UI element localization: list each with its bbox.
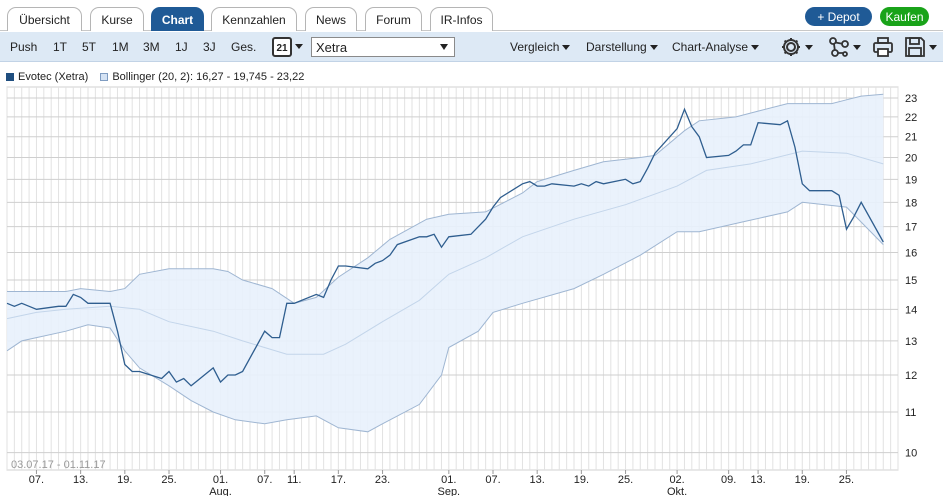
period-1j[interactable]: 1J: [175, 40, 188, 54]
x-axis: 07. 13. 19. 25. 01.Aug.07. 11. 17. 23. 01.Sep.07…: [29, 470, 854, 496]
x-tick-label: 19.: [574, 474, 589, 486]
legend-item-bollinger[interactable]: Bollinger (20, 2): 16,27 - 19,745 - 23,2…: [100, 71, 304, 83]
y-tick-label: 14: [905, 304, 917, 316]
chevron-down-icon: [929, 44, 937, 50]
drawing-tools-menu[interactable]: [828, 36, 861, 58]
calendar-icon[interactable]: 21: [272, 37, 292, 57]
x-tick-label: 07.: [485, 474, 500, 486]
darstellung-menu[interactable]: Darstellung: [586, 32, 658, 62]
y-tick-label: 12: [905, 370, 917, 382]
chart-toolbar: [0, 32, 943, 62]
y-tick-label: 20: [905, 152, 917, 164]
y-tick-label: 18: [905, 197, 917, 209]
chevron-down-icon: [805, 44, 813, 50]
x-tick-label: 25.: [839, 474, 854, 486]
x-tick-label: 17.: [331, 474, 346, 486]
tab-bar: Übersicht Kurse Chart Kennzahlen News Fo…: [0, 0, 943, 31]
buy-button[interactable]: Kaufen: [880, 7, 929, 26]
tab-uebersicht[interactable]: Übersicht: [7, 7, 82, 31]
darstellung-menu-label: Darstellung: [586, 40, 647, 54]
date-range-label: 03.07.17 - 01.11.17: [11, 459, 106, 471]
tab-ir-infos[interactable]: IR-Infos: [430, 7, 493, 31]
legend-item-price[interactable]: Evotec (Xetra): [6, 71, 88, 83]
x-month-label: Sep.: [437, 486, 460, 496]
x-month-label: Aug.: [209, 486, 232, 496]
x-tick-label: 19.: [117, 474, 132, 486]
bollinger-lower-line: [6, 201, 884, 433]
y-tick-label: 23: [905, 93, 917, 105]
gear-icon: [782, 38, 800, 56]
x-tick-label: 09.: [721, 474, 736, 486]
period-3m[interactable]: 3M: [143, 40, 160, 54]
print-button[interactable]: [872, 36, 894, 58]
x-tick-label: 02.: [669, 474, 684, 486]
price-line: [6, 107, 884, 387]
legend-label-price: Evotec (Xetra): [18, 71, 89, 83]
period-5t[interactable]: 5T: [82, 40, 97, 54]
period-1m[interactable]: 1M: [112, 40, 129, 54]
calendar-dropdown-icon[interactable]: [295, 44, 303, 49]
y-tick-label: 13: [905, 336, 917, 348]
exchange-select-value: Xetra: [316, 39, 348, 55]
floppy-disk-icon: [905, 37, 925, 57]
chevron-down-icon: [853, 44, 861, 50]
drawing-tools-icon: [829, 37, 849, 57]
y-tick-label: 15: [905, 275, 917, 287]
select-arrow-icon: [440, 44, 448, 50]
printer-icon: [873, 37, 893, 57]
chart-legend: Evotec (Xetra) Bollinger (20, 2): 16,27 …: [6, 70, 316, 84]
tab-chart[interactable]: Chart: [151, 7, 204, 31]
chevron-down-icon: [649, 44, 658, 50]
y-tick-label: 16: [905, 247, 917, 259]
price-chart[interactable]: 10 11 12 13 14 15 16 17 18 19 20 21 22 23 07. 13. 19. 25…: [0, 84, 943, 496]
tab-forum[interactable]: Forum: [365, 7, 422, 31]
y-axis: 10 11 12 13 14 15 16 17 18 19 20 21 22 23: [905, 93, 917, 460]
legend-swatch-bollinger: [100, 73, 109, 81]
x-tick-label: 01.: [213, 474, 228, 486]
x-tick-label: 19.: [795, 474, 810, 486]
x-month-label: Okt.: [667, 486, 687, 496]
period-3j[interactable]: 3J: [203, 40, 216, 54]
period-ges[interactable]: Ges.: [231, 40, 257, 54]
chart-analyse-menu[interactable]: Chart-Analyse: [672, 32, 760, 62]
save-menu[interactable]: [904, 36, 937, 58]
period-1t[interactable]: 1T: [53, 40, 68, 54]
chart-analyse-menu-label: Chart-Analyse: [672, 40, 749, 54]
x-tick-label: 13.: [750, 474, 765, 486]
tab-news[interactable]: News: [305, 7, 357, 31]
y-tick-label: 10: [905, 448, 917, 460]
x-tick-label: 01.: [441, 474, 456, 486]
y-tick-label: 22: [905, 112, 917, 124]
chevron-down-icon: [562, 44, 571, 50]
x-tick-label: 13.: [530, 474, 545, 486]
x-tick-label: 13.: [73, 474, 88, 486]
x-tick-label: 25.: [161, 474, 176, 486]
x-tick-label: 23.: [375, 474, 390, 486]
tab-kurse[interactable]: Kurse: [90, 7, 144, 31]
vergleich-menu-label: Vergleich: [510, 40, 560, 54]
x-tick-label: 07.: [29, 474, 44, 486]
y-tick-label: 19: [905, 174, 917, 186]
exchange-select[interactable]: Xetra: [311, 37, 455, 57]
bollinger-band-area: [7, 94, 884, 432]
legend-swatch-price: [6, 73, 14, 81]
x-tick-label: 07.: [257, 474, 272, 486]
y-tick-label: 21: [905, 132, 917, 144]
x-tick-label: 11.: [287, 474, 301, 486]
settings-menu[interactable]: [780, 36, 813, 58]
tab-kennzahlen[interactable]: Kennzahlen: [211, 7, 297, 31]
bollinger-upper-line: [7, 93, 884, 304]
chevron-down-icon: [751, 44, 760, 50]
x-tick-label: 25.: [618, 474, 633, 486]
add-to-depot-button[interactable]: + Depot: [805, 7, 872, 26]
legend-label-bollinger: Bollinger (20, 2): 16,27 - 19,745 - 23,2…: [112, 71, 305, 83]
bollinger-middle-line: [6, 150, 884, 355]
y-tick-label: 11: [905, 407, 916, 419]
vergleich-menu[interactable]: Vergleich: [510, 32, 571, 62]
y-tick-label: 17: [905, 222, 917, 234]
period-push[interactable]: Push: [10, 40, 38, 54]
